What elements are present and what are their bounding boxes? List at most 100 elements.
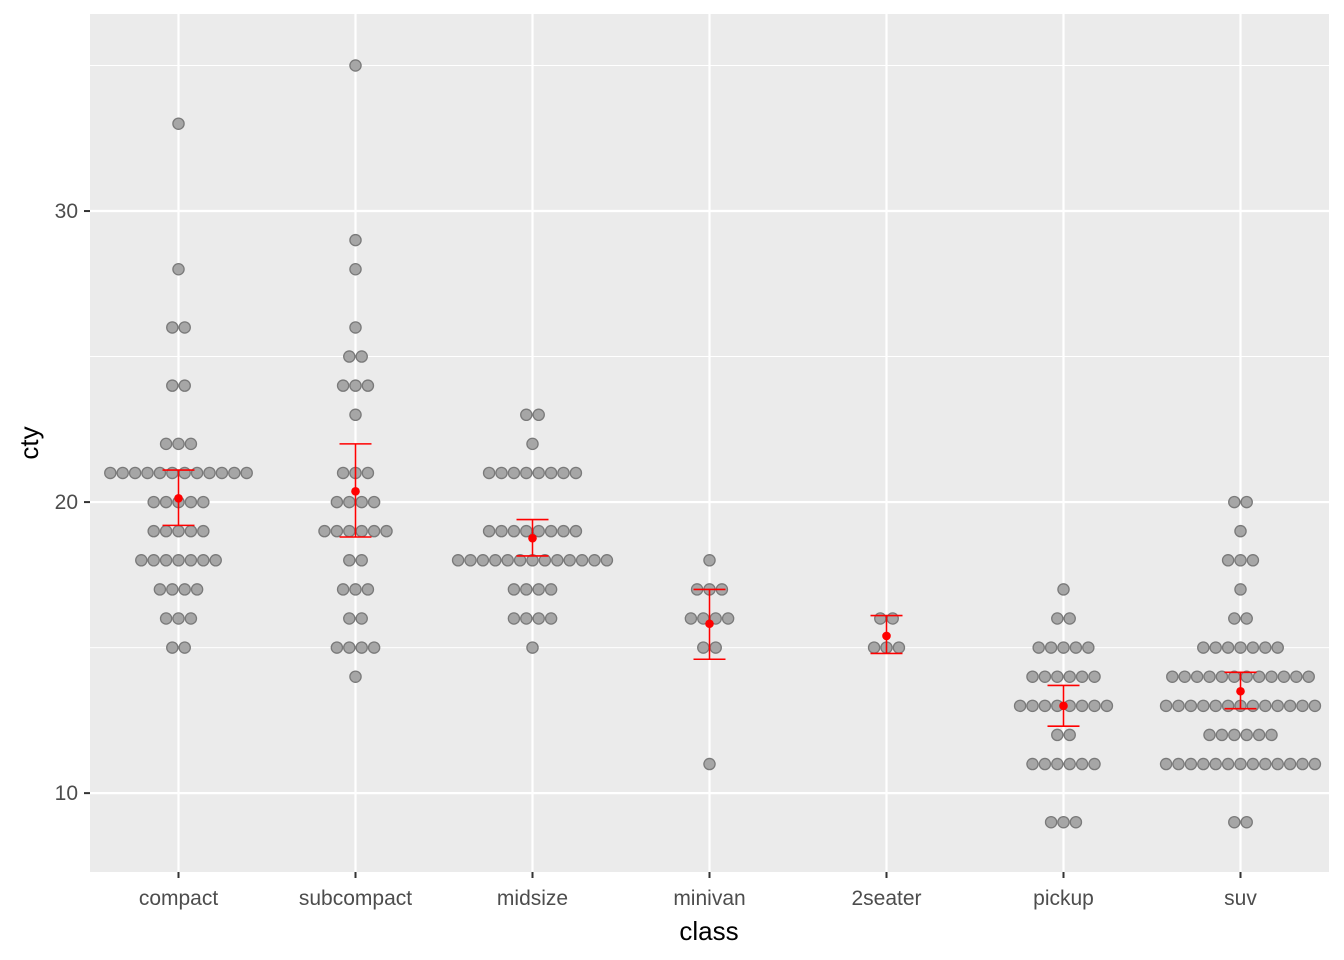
data-dot [228, 466, 241, 480]
data-dot [1252, 728, 1266, 742]
data-dot [178, 641, 191, 654]
dots-layer [104, 59, 1322, 829]
data-dot [1259, 699, 1272, 713]
data-dot [1069, 641, 1083, 654]
data-dot [343, 524, 356, 538]
data-dot [501, 554, 514, 567]
data-dot [159, 554, 173, 567]
data-dot [1302, 670, 1315, 683]
data-dot [361, 379, 375, 392]
data-dot [1240, 612, 1253, 625]
data-dot [703, 757, 716, 771]
data-dot [240, 466, 253, 480]
data-dot [1221, 641, 1235, 654]
data-dot [1203, 728, 1216, 742]
data-dot [1051, 728, 1064, 742]
data-dot [1209, 757, 1222, 771]
data-dot [886, 612, 899, 625]
mean-point [882, 631, 891, 641]
y-axis-title: cty [14, 426, 44, 459]
data-dot [1051, 612, 1064, 625]
data-dot [1082, 641, 1095, 654]
data-dot [1075, 670, 1089, 683]
data-dot [209, 554, 222, 567]
data-dot [532, 408, 545, 422]
summary-layer [162, 443, 1257, 727]
data-dot [343, 554, 356, 567]
x-tick-label: compact [139, 887, 219, 910]
data-dot [203, 466, 216, 480]
data-dot [495, 524, 508, 538]
data-dot [1221, 699, 1235, 713]
data-dot [1259, 641, 1272, 654]
mean-point [1236, 686, 1245, 696]
x-tick-label: minivan [673, 887, 745, 910]
data-dot [1057, 583, 1070, 596]
data-dot [476, 554, 490, 567]
data-dot [197, 495, 210, 509]
data-dot [1197, 699, 1210, 713]
data-dot [526, 641, 539, 654]
data-dot [551, 554, 564, 567]
data-dot [1063, 612, 1076, 625]
data-dot [520, 583, 533, 596]
data-dot [1246, 641, 1260, 654]
data-dot [495, 466, 508, 480]
data-dot [1234, 583, 1247, 596]
data-dot [526, 437, 539, 451]
data-dot [159, 495, 173, 509]
data-dot [343, 641, 356, 654]
data-dot [588, 554, 601, 567]
data-dot [1038, 699, 1052, 713]
data-dot [172, 262, 185, 276]
data-dot [892, 641, 906, 654]
data-dot [172, 524, 185, 538]
mean-point [174, 493, 183, 503]
data-dot [166, 641, 179, 654]
data-dot [1190, 670, 1204, 683]
data-dot [153, 583, 167, 596]
data-dot [1088, 699, 1101, 713]
data-dot [532, 612, 545, 625]
data-dot [569, 524, 583, 538]
data-dot [1246, 699, 1260, 713]
data-dot [1265, 728, 1278, 742]
data-dot [1221, 554, 1235, 567]
data-dot [141, 466, 154, 480]
data-dot [172, 117, 185, 130]
data-dot [355, 641, 368, 654]
data-dot [1209, 699, 1222, 713]
mean-point [705, 619, 714, 629]
data-dot [159, 437, 173, 451]
data-dot [1159, 699, 1173, 713]
data-dot [184, 495, 198, 509]
x-tick-label: subcompact [299, 887, 412, 910]
data-dot [544, 466, 558, 480]
mean-point [351, 487, 360, 496]
data-dot [1283, 699, 1297, 713]
data-dot [1026, 670, 1039, 683]
data-dot [697, 641, 710, 654]
data-dot [569, 466, 583, 480]
data-dot [544, 612, 558, 625]
data-dot [513, 554, 527, 567]
data-dot [1240, 815, 1253, 829]
data-dot [1259, 757, 1272, 771]
data-dot [1228, 495, 1241, 509]
data-dot [721, 612, 735, 625]
data-dot [1234, 554, 1247, 567]
data-dot [178, 321, 191, 334]
data-dot [1308, 699, 1322, 713]
data-dot [1252, 670, 1266, 683]
data-dot [1228, 612, 1241, 625]
data-dot [1063, 757, 1076, 771]
data-dot [135, 554, 148, 567]
data-dot [343, 495, 356, 509]
data-dot [349, 233, 362, 247]
data-dot [520, 466, 533, 480]
data-dot [184, 524, 198, 538]
data-dot [684, 612, 698, 625]
data-dot [520, 612, 533, 625]
data-dot [1075, 699, 1089, 713]
data-dot [1234, 757, 1247, 771]
